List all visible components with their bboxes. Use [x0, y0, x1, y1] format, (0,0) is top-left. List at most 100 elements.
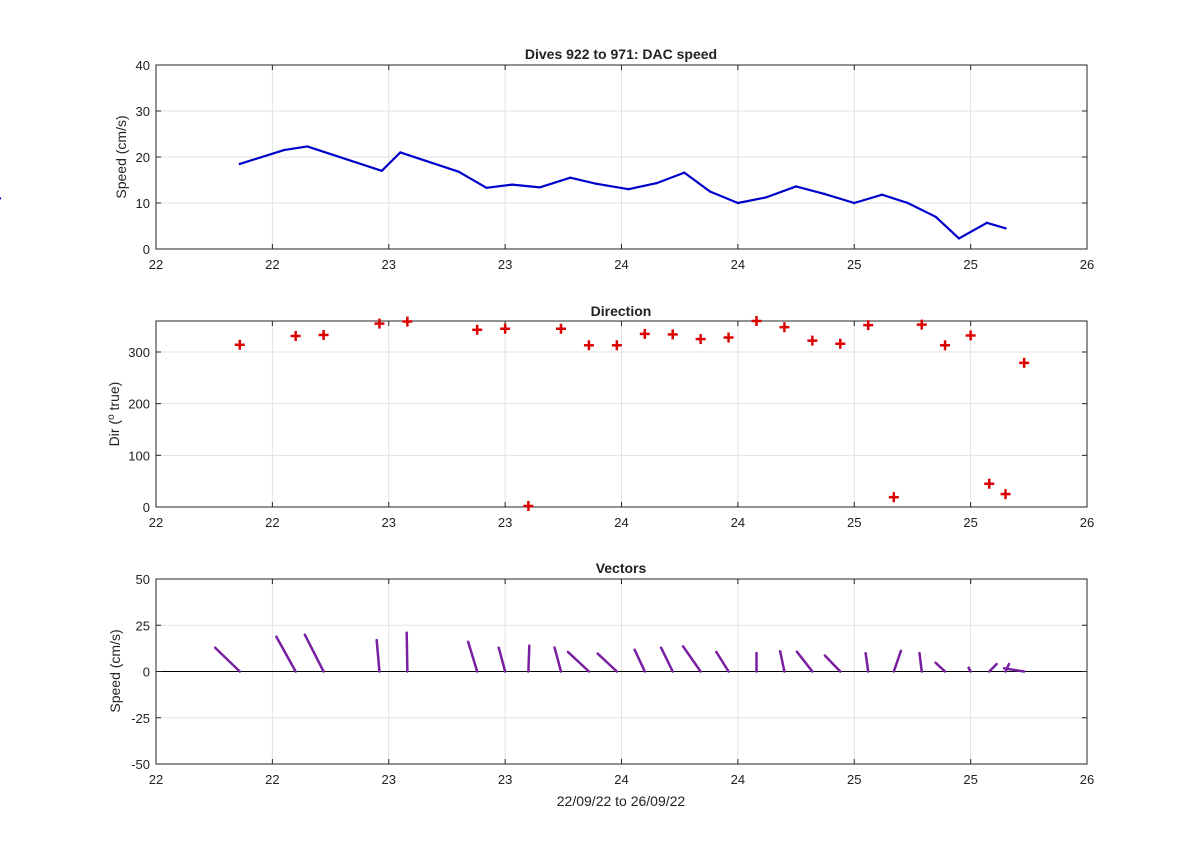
- speed-point: [880, 193, 884, 196]
- x-tick-label: 24: [614, 515, 628, 530]
- y-tick-label: 30: [136, 104, 150, 119]
- direction-point: [290, 330, 301, 341]
- x-tick-label: 22: [149, 257, 163, 272]
- velocity-vector: [823, 654, 842, 673]
- velocity-vector: [633, 648, 647, 673]
- velocity-vector: [795, 650, 814, 673]
- direction-point: [555, 323, 566, 334]
- velocity-vector: [967, 666, 972, 673]
- grid-lines: [156, 321, 1087, 507]
- x-tick-label: 26: [1080, 257, 1094, 272]
- x-tick-label: 24: [731, 515, 745, 530]
- velocity-vector: [566, 650, 591, 673]
- vectors-title: Vectors: [596, 560, 647, 576]
- direction-point: [583, 340, 594, 351]
- x-tick-label: 23: [498, 772, 512, 787]
- direction-point: [779, 322, 790, 333]
- x-tick-label: 22: [265, 257, 279, 272]
- speed-point: [985, 221, 989, 224]
- x-tick-label: 25: [847, 515, 861, 530]
- direction-point: [234, 339, 245, 350]
- velocity-vector: [275, 635, 297, 673]
- speed-point: [736, 201, 740, 205]
- velocity-vector: [715, 650, 730, 673]
- speed-point: [238, 162, 241, 166]
- y-tick-label: 0: [143, 500, 150, 515]
- direction-point: [523, 500, 534, 511]
- y-tick-label: -25: [131, 711, 150, 726]
- x-tick-label: 24: [614, 772, 628, 787]
- velocity-vector: [778, 649, 786, 673]
- x-tick-label: 22: [265, 772, 279, 787]
- speed-point: [282, 148, 286, 152]
- speed-point: [934, 215, 937, 218]
- speed-point: [1004, 227, 1007, 230]
- direction-point: [1019, 357, 1030, 368]
- velocity-vector: [405, 631, 409, 673]
- y-tick-label: 100: [128, 448, 150, 463]
- direction-point: [984, 478, 995, 489]
- x-tick-label: 23: [498, 515, 512, 530]
- speed-point: [457, 170, 460, 173]
- velocity-vector: [918, 651, 923, 673]
- x-tick-label: 24: [614, 257, 628, 272]
- speed-point: [485, 186, 488, 190]
- direction-point: [751, 316, 762, 326]
- speed-point: [399, 151, 402, 154]
- direction-point: [940, 340, 951, 351]
- direction-point: [500, 323, 511, 334]
- x-tick-label: 23: [382, 772, 396, 787]
- y-tick-label: 40: [136, 58, 150, 73]
- direction-point: [695, 334, 706, 345]
- direction-point: [374, 318, 385, 329]
- direction-point: [611, 340, 622, 351]
- y-tick-label: 25: [136, 618, 150, 633]
- vectors-panel: Vectors Speed (cm/s) 22/09/22 to 26/09/2…: [107, 560, 1094, 809]
- x-tick-label: 25: [963, 515, 977, 530]
- x-tick-label: 25: [963, 257, 977, 272]
- x-tick-label: 26: [1080, 772, 1094, 787]
- velocity-vector: [596, 652, 619, 673]
- direction-point: [916, 319, 927, 330]
- x-tick-label: 22: [265, 515, 279, 530]
- x-tick-label: 24: [731, 772, 745, 787]
- direction-ylabel-end: true): [106, 382, 122, 415]
- x-tick-label: 25: [847, 257, 861, 272]
- x-tick-label: 25: [963, 772, 977, 787]
- velocity-vector: [466, 640, 479, 673]
- speed-point: [510, 183, 514, 186]
- x-tick-label: 23: [382, 257, 396, 272]
- direction-point: [1000, 489, 1011, 500]
- direction-point: [667, 329, 678, 340]
- direction-point: [723, 332, 734, 343]
- y-tick-label: 0: [143, 242, 150, 257]
- velocity-vector: [681, 645, 702, 673]
- velocity-vector: [1002, 667, 1026, 673]
- velocity-vector: [527, 644, 531, 673]
- velocity-vector: [553, 646, 563, 673]
- x-tick-label: 22: [149, 515, 163, 530]
- direction-point: [402, 316, 413, 327]
- x-tick-label: 25: [847, 772, 861, 787]
- x-tick-label: 26: [1080, 515, 1094, 530]
- velocity-vector: [303, 633, 325, 673]
- speed-point: [853, 201, 856, 205]
- direction-ylabel-main: Dir (: [106, 420, 122, 447]
- velocity-vector: [864, 651, 870, 673]
- speed-panel: Dives 922 to 971: DAC speed Speed (cm/s)…: [0, 46, 1094, 272]
- direction-point: [835, 338, 846, 349]
- x-tick-label: 22: [149, 772, 163, 787]
- speed-point: [683, 171, 686, 174]
- speed-point: [708, 190, 712, 193]
- velocity-vector: [375, 638, 381, 673]
- direction-ylabel-degree: o: [106, 414, 117, 420]
- y-tick-label: 200: [128, 397, 150, 412]
- speed-ylabel: Speed (cm/s): [113, 115, 129, 198]
- y-tick-label: 10: [136, 196, 150, 211]
- speed-point: [906, 201, 909, 205]
- direction-point: [639, 328, 650, 339]
- velocity-vector: [892, 649, 903, 673]
- speed-point: [655, 182, 658, 185]
- speed-point: [380, 169, 383, 172]
- y-tick-label: 300: [128, 345, 150, 360]
